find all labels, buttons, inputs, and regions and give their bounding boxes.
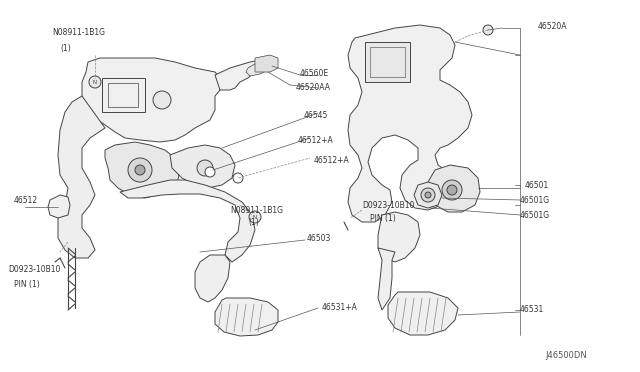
Text: (1): (1)	[248, 218, 259, 227]
Polygon shape	[170, 145, 235, 188]
Circle shape	[135, 165, 145, 175]
Polygon shape	[255, 55, 278, 72]
Text: D0923-10B10: D0923-10B10	[8, 266, 60, 275]
Text: 46520A: 46520A	[538, 22, 568, 31]
Text: 46501G: 46501G	[520, 211, 550, 219]
Circle shape	[128, 158, 152, 182]
Text: N08911-1B1G: N08911-1B1G	[230, 205, 283, 215]
Text: PIN (1): PIN (1)	[14, 280, 40, 289]
Text: D0923-10B10: D0923-10B10	[362, 201, 414, 209]
Text: 46512+A: 46512+A	[298, 135, 333, 144]
Circle shape	[197, 160, 213, 176]
Text: 46503: 46503	[307, 234, 332, 243]
Polygon shape	[105, 142, 180, 198]
Text: J46500DN: J46500DN	[545, 350, 587, 359]
Circle shape	[89, 76, 101, 88]
Text: (1): (1)	[60, 44, 71, 52]
Polygon shape	[82, 58, 220, 142]
Circle shape	[153, 91, 171, 109]
Text: 46531+A: 46531+A	[322, 304, 358, 312]
Circle shape	[425, 192, 431, 198]
Circle shape	[442, 180, 462, 200]
Text: N: N	[93, 80, 97, 84]
Text: 46512: 46512	[14, 196, 38, 205]
Text: 46560E: 46560E	[300, 68, 329, 77]
Text: 46545: 46545	[304, 110, 328, 119]
Polygon shape	[48, 195, 70, 218]
Text: N08911-1B1G: N08911-1B1G	[52, 28, 105, 36]
Polygon shape	[365, 42, 410, 82]
Text: PIN (1): PIN (1)	[370, 214, 396, 222]
Polygon shape	[414, 182, 442, 208]
Circle shape	[249, 211, 261, 223]
Polygon shape	[428, 165, 480, 212]
Polygon shape	[120, 180, 255, 262]
Polygon shape	[348, 25, 472, 222]
Text: 46501: 46501	[525, 180, 549, 189]
Polygon shape	[378, 212, 420, 262]
Polygon shape	[378, 248, 395, 310]
Polygon shape	[215, 60, 262, 90]
Circle shape	[205, 167, 215, 177]
Polygon shape	[215, 298, 278, 336]
Text: 46512+A: 46512+A	[314, 155, 349, 164]
Circle shape	[483, 25, 493, 35]
Text: 46501G: 46501G	[520, 196, 550, 205]
Text: 46531: 46531	[520, 305, 544, 314]
Circle shape	[421, 188, 435, 202]
Text: 46520AA: 46520AA	[296, 83, 331, 92]
Polygon shape	[58, 96, 105, 258]
Circle shape	[447, 185, 457, 195]
Polygon shape	[388, 292, 458, 335]
Polygon shape	[195, 255, 230, 302]
Polygon shape	[246, 60, 272, 76]
Text: N: N	[253, 215, 257, 219]
